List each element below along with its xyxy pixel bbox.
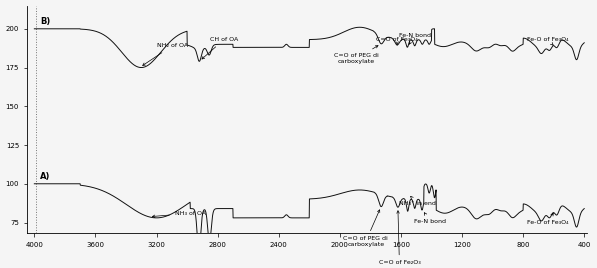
Text: C=O of PEG di
carboxylate: C=O of PEG di carboxylate [343, 210, 388, 247]
Text: B): B) [41, 17, 51, 26]
Text: CH of OA: CH of OA [0, 267, 1, 268]
Text: C=O of PEG di
carboxylate: C=O of PEG di carboxylate [334, 46, 379, 64]
Text: CH of OA: CH of OA [202, 37, 238, 59]
Text: Fe-N bond: Fe-N bond [399, 32, 430, 44]
Text: Fe-O of Fe₃O₄: Fe-O of Fe₃O₄ [527, 213, 568, 225]
Text: C=O of Fe₃O₄: C=O of Fe₃O₄ [376, 37, 418, 45]
Text: NH₃ of OA: NH₃ of OA [152, 211, 206, 218]
Text: C=O of Fe₂O₃: C=O of Fe₂O₃ [378, 211, 420, 265]
Text: A): A) [41, 172, 51, 181]
Text: NH₃⁺ in end: NH₃⁺ in end [399, 196, 436, 206]
Text: NH₂ of OA: NH₂ of OA [143, 43, 187, 65]
Text: Fe-O of Fe₃O₄: Fe-O of Fe₃O₄ [527, 37, 568, 45]
Text: Fe-N bond: Fe-N bond [414, 213, 446, 224]
